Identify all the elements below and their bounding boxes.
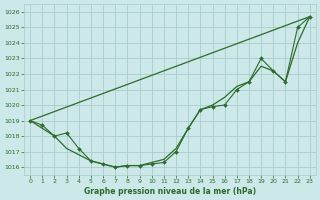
X-axis label: Graphe pression niveau de la mer (hPa): Graphe pression niveau de la mer (hPa): [84, 187, 256, 196]
